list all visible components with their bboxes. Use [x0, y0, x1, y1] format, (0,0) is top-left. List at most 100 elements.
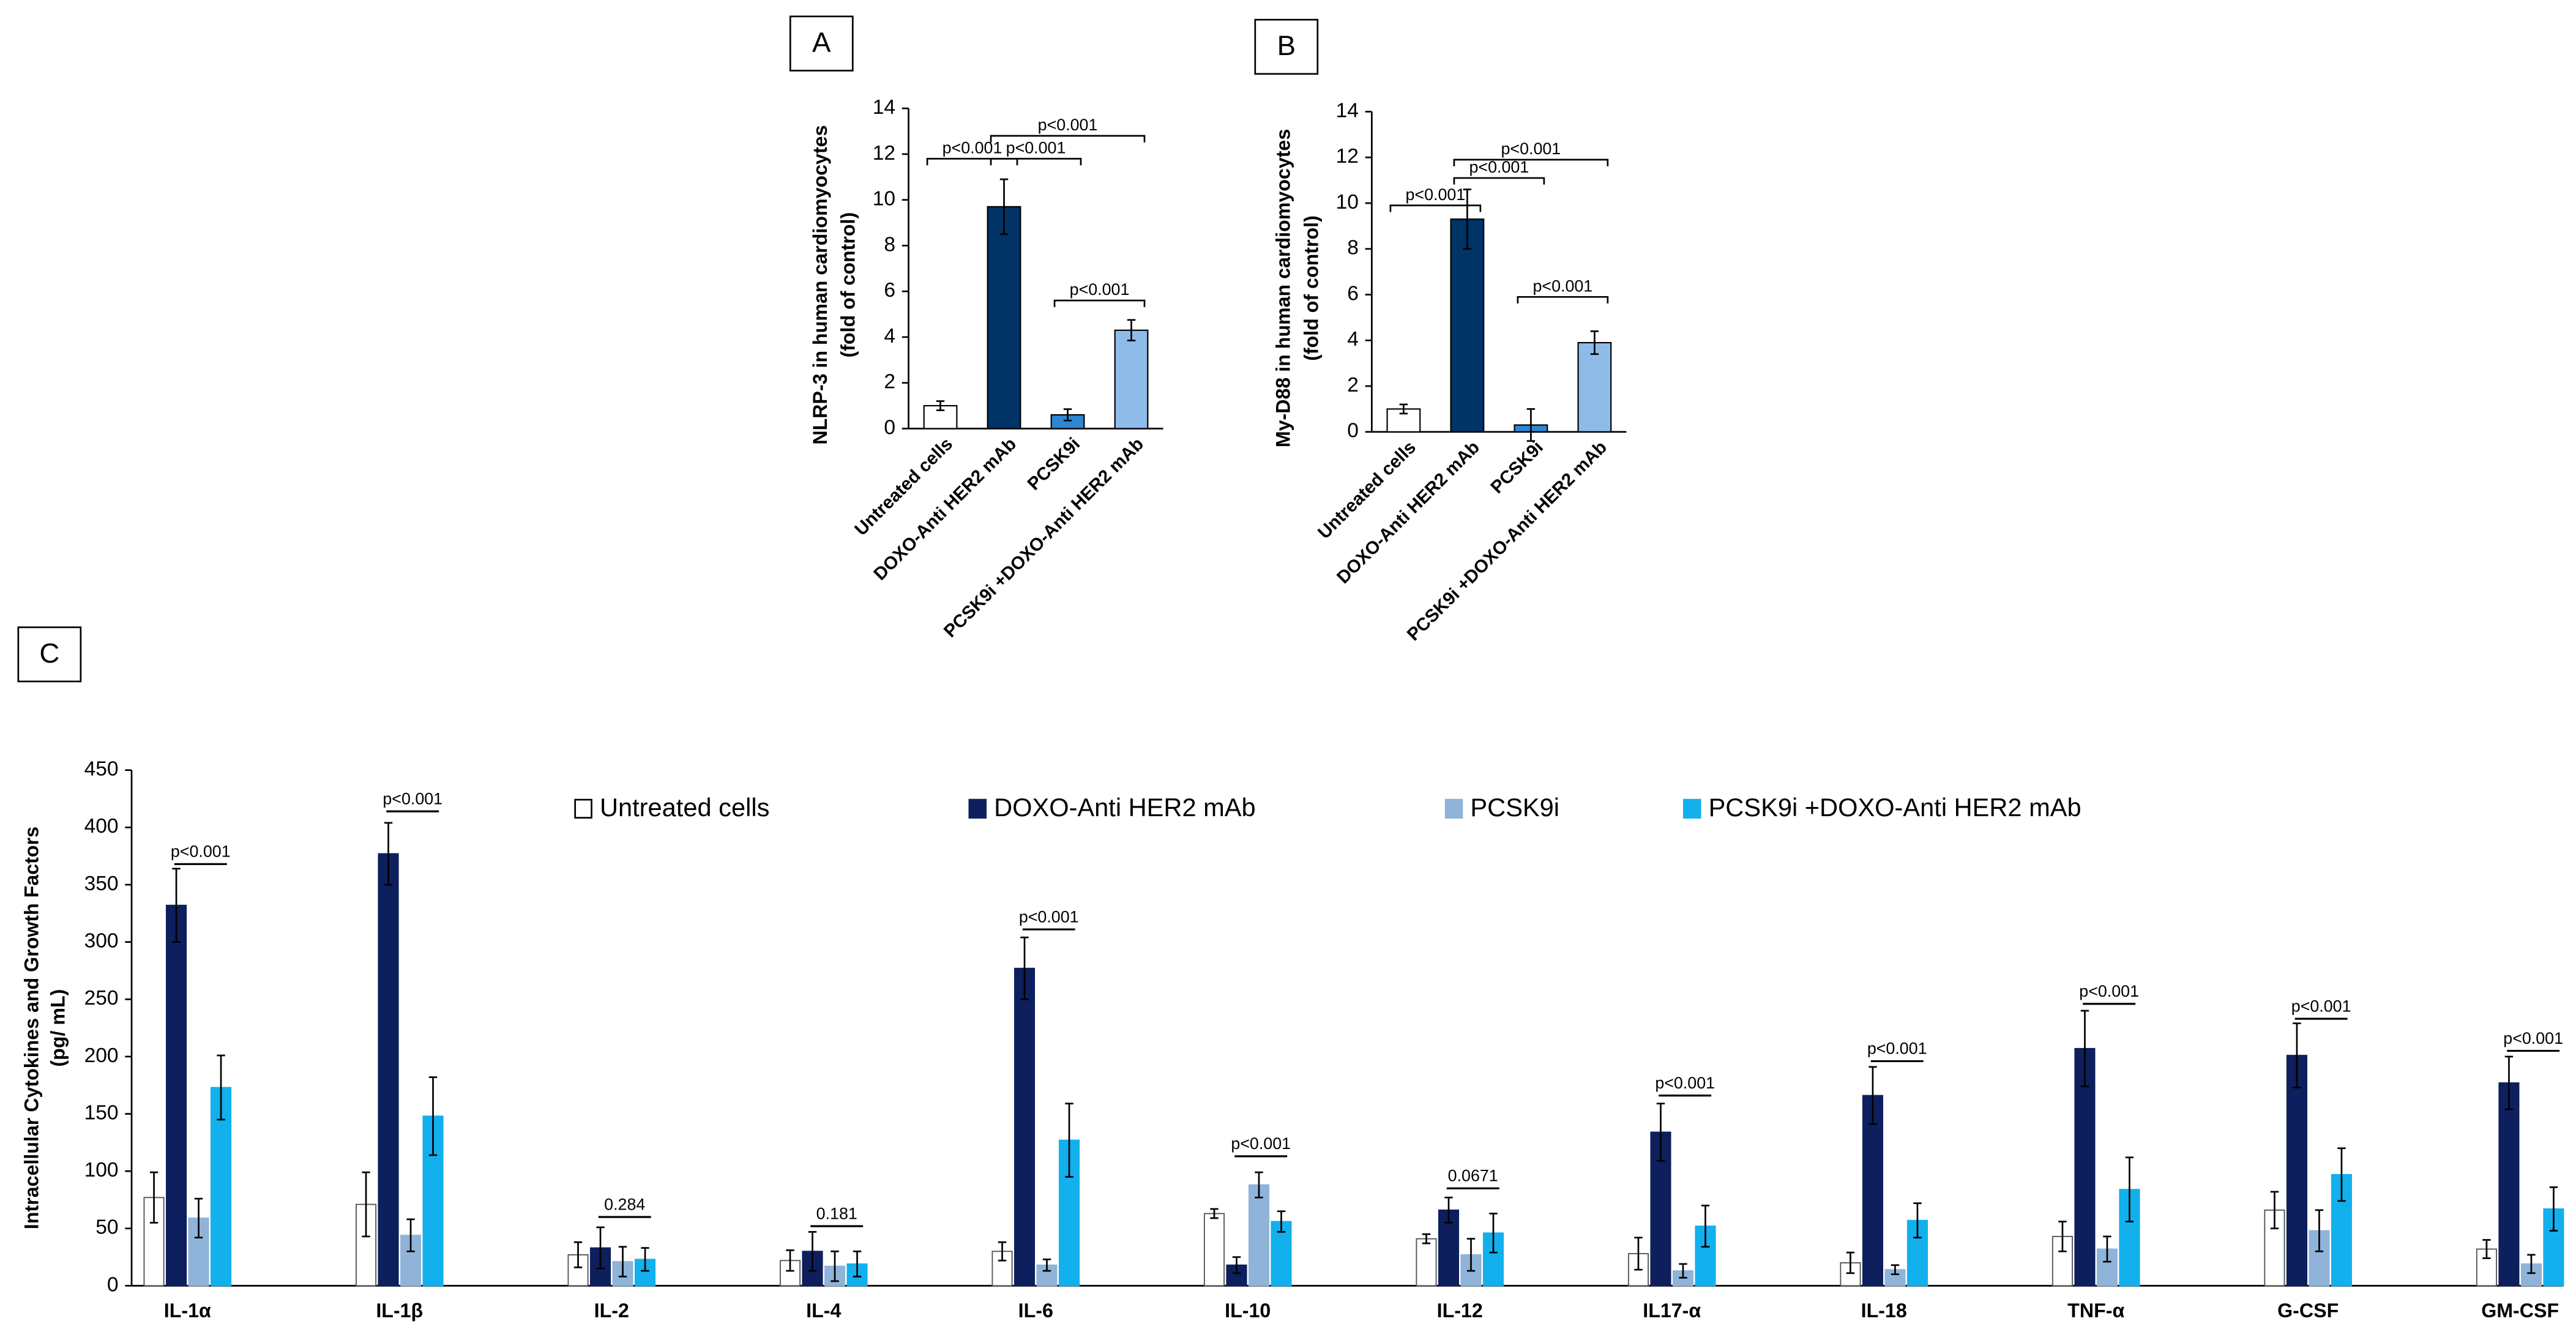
error-bar	[596, 1226, 605, 1270]
y-tick-label: 8	[884, 233, 895, 256]
error-bar	[1255, 1171, 1263, 1199]
annotation: p<0.001	[2291, 997, 2351, 1015]
panel-box	[789, 15, 854, 72]
x-tick-label: IL-4	[806, 1300, 841, 1322]
annotation: 0.0671	[1448, 1167, 1498, 1185]
error-bar	[1701, 1205, 1710, 1248]
x-tick-label: IL-2	[594, 1300, 629, 1322]
x-tick-label: PCSK9i	[1487, 437, 1547, 497]
annotation: p<0.001	[1019, 907, 1079, 926]
annotation: p<0.001	[1469, 158, 1529, 176]
panel-label: C	[39, 638, 59, 669]
error-bar	[1846, 1251, 1855, 1274]
error-bar	[172, 868, 181, 943]
significance-bracket	[1389, 204, 1482, 212]
y-tick-label: 8	[1347, 237, 1359, 259]
bar	[1248, 1184, 1270, 1287]
error-bar	[149, 1171, 159, 1224]
annotation: p<0.001	[1038, 116, 1098, 134]
x-tick-label: IL-10	[1225, 1300, 1271, 1322]
x-tick-label: GM-CSF	[2481, 1300, 2559, 1322]
y-axis-label: (fold of control)	[1300, 215, 1322, 361]
legend-label: PCSK9i +DOXO-Anti HER2 mAb	[1709, 793, 2081, 822]
bar	[1450, 218, 1485, 433]
panel-label: B	[1277, 30, 1296, 61]
bar	[166, 904, 187, 1287]
error-bar	[1399, 403, 1408, 415]
error-bar	[384, 822, 393, 886]
annotation: p<0.001	[1867, 1039, 1927, 1058]
y-tick-label: 4	[884, 325, 895, 348]
error-bar	[2549, 1186, 2558, 1232]
y-tick-label: 250	[84, 987, 119, 1010]
error-bar	[618, 1246, 627, 1277]
y-axis-label: Intracellular Cytokines and Growth Facto…	[21, 827, 43, 1229]
bar	[378, 853, 399, 1287]
error-bar	[1891, 1264, 1900, 1276]
bracket	[990, 158, 1082, 166]
bracket	[926, 158, 1018, 166]
y-tick-label: 0	[1347, 420, 1359, 442]
error-bar	[2293, 1022, 2301, 1088]
annotation: 0.284	[604, 1195, 645, 1213]
error-bar	[1463, 188, 1472, 250]
y-tick-label: 12	[1336, 145, 1359, 168]
error-bar	[1232, 1256, 1241, 1274]
error-bar	[2482, 1239, 2491, 1259]
error-bar	[2315, 1209, 2324, 1252]
y-tick-label: 2	[1347, 374, 1359, 396]
y-tick-label: 14	[873, 96, 895, 119]
error-bar	[1590, 330, 1599, 355]
error-bar	[808, 1231, 817, 1272]
error-bar	[573, 1241, 583, 1268]
x-tick-label: IL-1β	[376, 1300, 423, 1322]
error-bar	[2125, 1156, 2134, 1222]
legend-label: Untreated cells	[600, 793, 769, 822]
annotation: p<0.001	[1006, 138, 1066, 157]
panel-box	[17, 626, 82, 683]
error-bar	[2058, 1221, 2067, 1252]
error-bar	[1063, 408, 1072, 422]
significance-bracket	[990, 135, 1146, 143]
bar	[1203, 1213, 1225, 1287]
annotation: 0.181	[816, 1204, 857, 1222]
panel-box	[1254, 18, 1319, 75]
error-bar	[2337, 1147, 2346, 1202]
error-bar	[999, 178, 1009, 236]
y-tick-label: 300	[84, 930, 119, 953]
annotation: p<0.001	[2079, 982, 2139, 1000]
error-bar	[1020, 936, 1029, 1000]
y-tick-label: 6	[1347, 282, 1359, 305]
error-bar	[217, 1054, 225, 1121]
error-bar	[1869, 1066, 1877, 1125]
legend-swatch	[1444, 798, 1463, 819]
error-bar	[1656, 1103, 1665, 1162]
x-tick-label: IL-6	[1018, 1300, 1053, 1322]
error-bar	[1065, 1103, 1073, 1178]
error-bar	[853, 1250, 862, 1277]
y-tick-label: 6	[884, 279, 895, 302]
y-tick-label: 10	[873, 188, 895, 210]
x-tick-label: PCSK9i	[1023, 434, 1084, 494]
annotation: p<0.001	[1655, 1074, 1715, 1092]
error-bar	[2270, 1191, 2279, 1230]
y-tick-label: 2	[884, 371, 895, 393]
error-bar	[1127, 319, 1136, 341]
error-bar	[362, 1171, 370, 1238]
error-bar	[1526, 408, 1536, 442]
bar	[2309, 1230, 2330, 1287]
bar	[2498, 1082, 2520, 1287]
significance-bracket	[1453, 158, 1609, 166]
error-bar	[641, 1247, 649, 1272]
error-bar	[1489, 1213, 1498, 1254]
error-bar	[1466, 1238, 1476, 1272]
significance-bracket	[990, 158, 1082, 166]
error-bar	[2527, 1254, 2536, 1274]
significance-bracket	[1453, 177, 1545, 185]
y-axis-label: (fold of control)	[837, 212, 859, 358]
annotation: p<0.001	[1533, 277, 1593, 295]
x-tick-label: IL-1α	[164, 1300, 211, 1322]
legend-swatch	[968, 798, 987, 819]
